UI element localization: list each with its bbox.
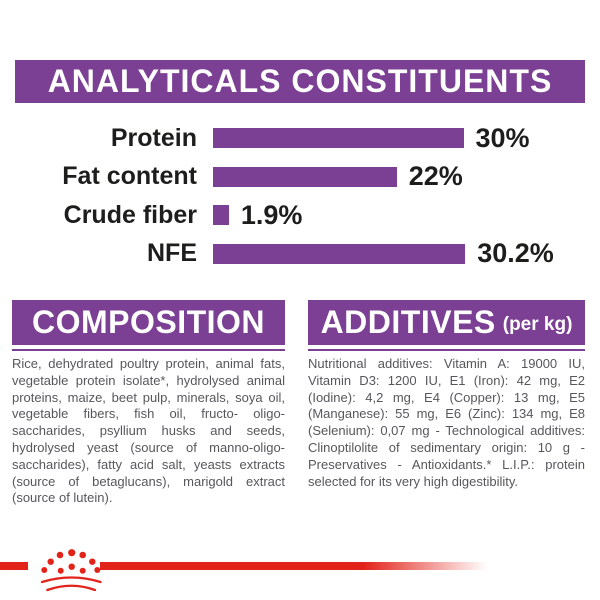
bar-value: 30.2% — [477, 238, 554, 269]
bar — [213, 205, 229, 226]
composition-section: COMPOSITION Rice, dehydrated poultry pro… — [12, 300, 285, 507]
bar-value: 30% — [475, 122, 530, 153]
composition-text: Rice, dehydrated poultry protein, animal… — [12, 356, 285, 506]
additives-title-suffix: (per kg) — [502, 314, 573, 335]
bar-chart: Protein 30% Fat content 22% Crude fiber 1.9% N… — [0, 119, 600, 273]
red-divider-left — [0, 562, 28, 570]
bar-label: Crude fiber — [63, 200, 197, 229]
royal-canin-crown-logo-icon — [40, 549, 102, 592]
bar-label: Fat content — [62, 162, 197, 191]
additives-banner: ADDITIVES (per kg) — [308, 300, 585, 345]
page-title: ANALYTICALS CONSTITUENTS — [47, 63, 553, 99]
bar-value: 1.9% — [240, 199, 303, 230]
additives-title: ADDITIVES — [320, 304, 496, 340]
additives-section: ADDITIVES (per kg) Nutritional additives… — [308, 300, 585, 490]
composition-banner: COMPOSITION — [12, 300, 285, 345]
composition-title: COMPOSITION — [31, 304, 266, 340]
composition-rule — [12, 349, 285, 351]
red-divider-right — [100, 562, 487, 570]
bar-label: NFE — [147, 239, 197, 268]
bar — [213, 243, 466, 264]
bar-row: NFE 30.2% — [0, 235, 600, 274]
bar — [213, 166, 397, 187]
additives-text: Nutritional additives: Vitamin A: 19000 … — [308, 356, 585, 489]
bar-row: Protein 30% — [0, 119, 600, 158]
bar-row: Fat content 22% — [0, 158, 600, 197]
bar — [213, 128, 464, 149]
bar-label: Protein — [110, 123, 197, 152]
bar-value: 22% — [408, 161, 463, 192]
analytical-constituents-banner: ANALYTICALS CONSTITUENTS — [15, 60, 585, 103]
bar-row: Crude fiber 1.9% — [0, 196, 600, 235]
additives-rule — [308, 349, 585, 351]
